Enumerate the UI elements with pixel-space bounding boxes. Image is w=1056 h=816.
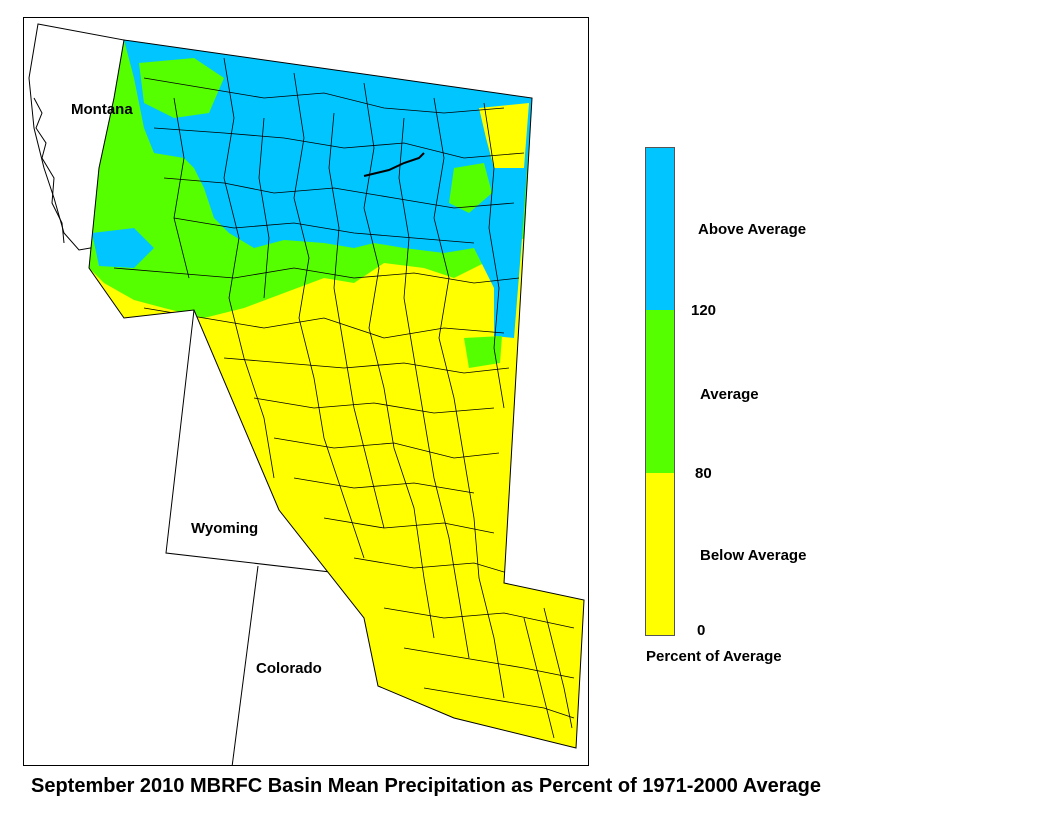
colorado-outline: [231, 565, 259, 765]
basin-domain: [89, 40, 584, 748]
legend-swatch-above: [646, 148, 674, 310]
legend-swatch-average: [646, 310, 674, 473]
average-patch-north: [139, 58, 224, 118]
legend-label-below: Below Average: [700, 547, 807, 564]
legend-tick-80: 80: [695, 465, 712, 482]
legend-color-bar: [645, 147, 675, 636]
average-patch-lower: [464, 336, 502, 368]
legend-swatch-below: [646, 473, 674, 635]
above-patch-west: [92, 228, 154, 268]
legend-caption: Percent of Average: [646, 648, 782, 665]
average-patch-east: [449, 163, 492, 213]
state-label-colorado: Colorado: [256, 660, 322, 677]
map-panel: Montana Wyoming Colorado: [23, 17, 589, 766]
legend-label-above: Above Average: [698, 221, 807, 238]
state-label-montana: Montana: [71, 101, 133, 118]
montana-western-border: [33, 97, 65, 244]
legend-tick-0: 0: [697, 622, 706, 639]
basin-boundaries: [113, 57, 575, 739]
state-label-wyoming: Wyoming: [191, 520, 259, 537]
reservoir-feature: [363, 152, 425, 177]
above-average-region: [124, 40, 532, 338]
basin-map: [28, 23, 585, 765]
map-title: September 2010 MBRFC Basin Mean Precipit…: [31, 775, 821, 797]
domain-outline: [88, 39, 585, 749]
legend-label-average: Average: [700, 386, 759, 403]
legend-tick-120: 120: [691, 302, 717, 319]
